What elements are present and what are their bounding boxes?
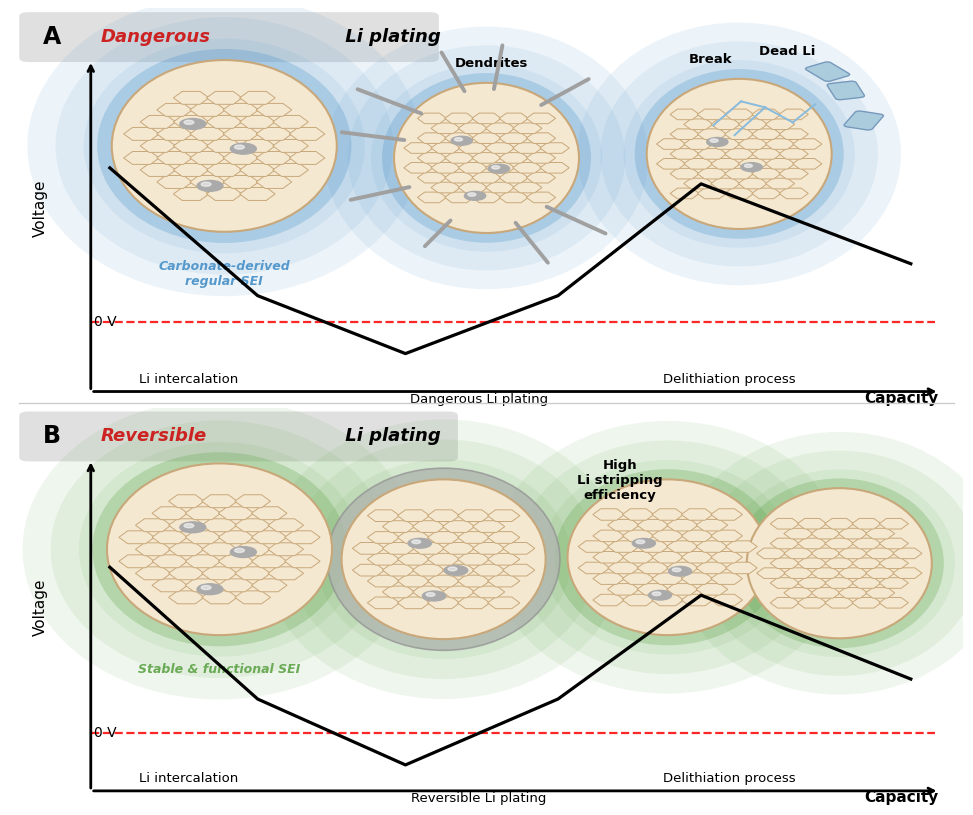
Circle shape [426, 593, 435, 597]
Ellipse shape [382, 73, 591, 243]
Circle shape [468, 193, 476, 196]
Text: Capacity: Capacity [864, 790, 938, 805]
Text: 0 V: 0 V [93, 726, 116, 740]
Ellipse shape [97, 49, 351, 243]
Text: Reversible: Reversible [100, 427, 206, 445]
Ellipse shape [79, 442, 360, 657]
Text: Delithiation process: Delithiation process [664, 372, 796, 385]
Ellipse shape [328, 469, 559, 650]
Text: 0 V: 0 V [93, 315, 116, 328]
Text: Dangerous Li plating: Dangerous Li plating [410, 393, 548, 406]
Circle shape [412, 540, 420, 544]
Text: Li intercalation: Li intercalation [139, 772, 238, 785]
Circle shape [234, 145, 244, 149]
Circle shape [234, 548, 244, 553]
Ellipse shape [555, 469, 780, 645]
Circle shape [632, 539, 656, 548]
Ellipse shape [600, 42, 878, 267]
Ellipse shape [677, 432, 973, 694]
Ellipse shape [22, 399, 416, 699]
Ellipse shape [265, 420, 622, 699]
Ellipse shape [624, 60, 855, 248]
Ellipse shape [724, 469, 955, 657]
Text: Dangerous: Dangerous [100, 28, 210, 46]
Circle shape [488, 165, 510, 173]
Ellipse shape [492, 421, 843, 694]
Text: Carbonate-derived
regular SEI: Carbonate-derived regular SEI [159, 260, 290, 288]
Circle shape [198, 584, 223, 595]
Ellipse shape [84, 38, 365, 253]
Circle shape [464, 192, 486, 200]
Text: Li plating: Li plating [339, 28, 441, 46]
Circle shape [706, 138, 728, 147]
Ellipse shape [518, 440, 818, 674]
Ellipse shape [394, 83, 579, 233]
Ellipse shape [647, 79, 832, 229]
FancyBboxPatch shape [827, 82, 864, 99]
Circle shape [184, 121, 194, 125]
Circle shape [668, 566, 692, 576]
Ellipse shape [543, 460, 793, 654]
Circle shape [422, 591, 446, 601]
Circle shape [408, 539, 431, 548]
Circle shape [649, 590, 671, 600]
Ellipse shape [51, 421, 388, 678]
Circle shape [231, 547, 256, 557]
FancyBboxPatch shape [19, 412, 458, 461]
Ellipse shape [325, 27, 648, 289]
Circle shape [180, 522, 205, 533]
Ellipse shape [347, 46, 626, 271]
Circle shape [672, 568, 681, 571]
Circle shape [198, 180, 223, 192]
Ellipse shape [27, 0, 421, 296]
Circle shape [451, 136, 472, 145]
Ellipse shape [342, 479, 546, 639]
Circle shape [180, 118, 205, 130]
Circle shape [448, 567, 457, 570]
Text: Dendrites: Dendrites [454, 57, 528, 70]
Text: Li intercalation: Li intercalation [139, 372, 238, 385]
Text: Voltage: Voltage [33, 579, 48, 636]
Circle shape [652, 592, 661, 596]
Ellipse shape [735, 478, 944, 648]
Ellipse shape [327, 468, 559, 650]
Text: High
Li stripping
efficiency: High Li stripping efficiency [577, 459, 663, 501]
Circle shape [491, 165, 500, 169]
Text: Delithiation process: Delithiation process [664, 772, 796, 785]
Text: Reversible Li plating: Reversible Li plating [412, 792, 547, 805]
FancyBboxPatch shape [806, 62, 849, 82]
FancyBboxPatch shape [844, 111, 883, 130]
Ellipse shape [107, 464, 332, 635]
Ellipse shape [92, 452, 346, 646]
Text: Stable & functional SEI: Stable & functional SEI [138, 663, 301, 676]
Text: Capacity: Capacity [864, 390, 938, 406]
Ellipse shape [112, 60, 337, 231]
Circle shape [231, 143, 256, 154]
FancyBboxPatch shape [19, 12, 439, 62]
Circle shape [184, 523, 194, 528]
Circle shape [741, 163, 762, 171]
Circle shape [636, 540, 645, 544]
Text: Break: Break [689, 53, 733, 66]
Ellipse shape [701, 451, 973, 676]
Ellipse shape [291, 439, 596, 679]
Text: Dead Li: Dead Li [759, 45, 815, 58]
Circle shape [710, 139, 718, 143]
Ellipse shape [577, 23, 901, 285]
Ellipse shape [55, 17, 393, 275]
Ellipse shape [371, 64, 602, 252]
Text: B: B [43, 425, 61, 448]
Text: A: A [43, 25, 61, 49]
Ellipse shape [567, 479, 768, 635]
Circle shape [445, 566, 468, 575]
Ellipse shape [747, 488, 932, 638]
Circle shape [201, 585, 211, 589]
Circle shape [454, 138, 462, 141]
Ellipse shape [316, 460, 571, 659]
Circle shape [201, 183, 211, 187]
Text: Voltage: Voltage [33, 179, 48, 236]
Circle shape [744, 164, 752, 167]
Text: Li plating: Li plating [339, 427, 441, 445]
Ellipse shape [634, 69, 844, 239]
